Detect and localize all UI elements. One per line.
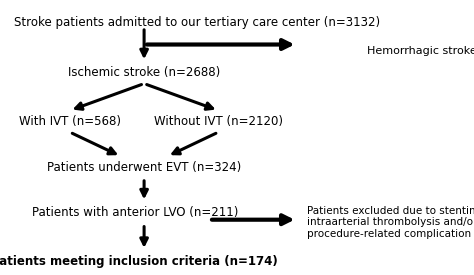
Text: Ischemic stroke (n=2688): Ischemic stroke (n=2688) <box>68 66 220 79</box>
Text: Stroke patients admitted to our tertiary care center (n=3132): Stroke patients admitted to our tertiary… <box>14 16 380 29</box>
Text: With IVT (n=568): With IVT (n=568) <box>19 115 121 128</box>
Text: Patients meeting inclusion criteria (n=174): Patients meeting inclusion criteria (n=1… <box>0 255 278 268</box>
Text: Patients excluded due to stenting,
intraarterial thrombolysis and/or
procedure-r: Patients excluded due to stenting, intra… <box>307 206 474 239</box>
Text: Hemorrhagic stroke (n=444): Hemorrhagic stroke (n=444) <box>367 46 474 56</box>
Text: Patients with anterior LVO (n=211): Patients with anterior LVO (n=211) <box>32 207 238 219</box>
Text: Patients underwent EVT (n=324): Patients underwent EVT (n=324) <box>47 161 241 174</box>
Text: Without IVT (n=2120): Without IVT (n=2120) <box>154 115 283 128</box>
